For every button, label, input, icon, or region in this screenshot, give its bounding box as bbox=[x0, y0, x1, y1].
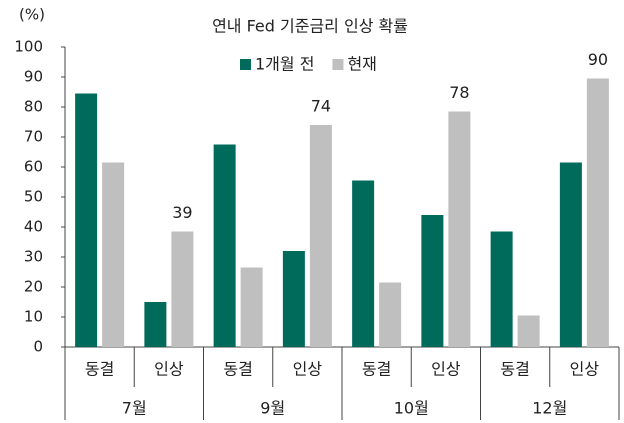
bar bbox=[421, 215, 444, 347]
y-tick-label: 20 bbox=[24, 278, 43, 296]
legend-label: 1개월 전 bbox=[255, 55, 314, 74]
y-tick-label: 50 bbox=[24, 188, 43, 206]
y-tick-label: 40 bbox=[24, 218, 43, 236]
x-tick-label: 동결 bbox=[500, 360, 529, 379]
bar bbox=[75, 93, 98, 347]
data-label: 74 bbox=[311, 97, 331, 116]
y-tick-label: 30 bbox=[24, 248, 43, 266]
bar bbox=[282, 251, 305, 347]
y-tick-label: 100 bbox=[14, 38, 43, 56]
bar bbox=[171, 231, 194, 347]
legend-swatch bbox=[240, 59, 251, 70]
bar bbox=[102, 162, 125, 347]
y-tick-label: 0 bbox=[33, 338, 43, 356]
bar bbox=[490, 231, 513, 347]
bar bbox=[586, 78, 609, 347]
group-label: 9월 bbox=[260, 399, 285, 418]
x-tick-label: 동결 bbox=[362, 360, 391, 379]
y-tick-label: 80 bbox=[24, 98, 43, 116]
y-axis-label: (%) bbox=[19, 6, 45, 24]
legend-label: 현재 bbox=[347, 55, 376, 74]
y-tick-label: 70 bbox=[24, 128, 43, 146]
x-tick-label: 동결 bbox=[223, 360, 252, 379]
group-label: 7월 bbox=[122, 399, 147, 418]
group-label: 10월 bbox=[394, 399, 429, 418]
data-label: 78 bbox=[449, 83, 469, 102]
data-label: 39 bbox=[172, 203, 192, 222]
y-tick-label: 10 bbox=[24, 308, 43, 326]
bar bbox=[559, 162, 582, 347]
chart-title: 연내 Fed 기준금리 인상 확률 bbox=[212, 17, 408, 36]
group-label: 12월 bbox=[532, 399, 567, 418]
bar bbox=[379, 282, 402, 347]
bar bbox=[309, 125, 332, 347]
legend-swatch bbox=[332, 59, 344, 70]
bar bbox=[240, 267, 263, 347]
bar bbox=[517, 315, 540, 347]
bar bbox=[213, 144, 236, 347]
y-tick-label: 90 bbox=[24, 68, 43, 86]
x-tick-label: 인상 bbox=[570, 360, 600, 379]
bar bbox=[144, 302, 167, 347]
bar bbox=[448, 111, 471, 347]
x-tick-label: 인상 bbox=[293, 360, 323, 379]
x-tick-label: 인상 bbox=[154, 360, 184, 379]
bar bbox=[352, 180, 375, 347]
x-tick-label: 인상 bbox=[431, 360, 461, 379]
y-tick-label: 60 bbox=[24, 158, 43, 176]
data-label: 90 bbox=[588, 50, 608, 69]
x-tick-label: 동결 bbox=[85, 360, 114, 379]
